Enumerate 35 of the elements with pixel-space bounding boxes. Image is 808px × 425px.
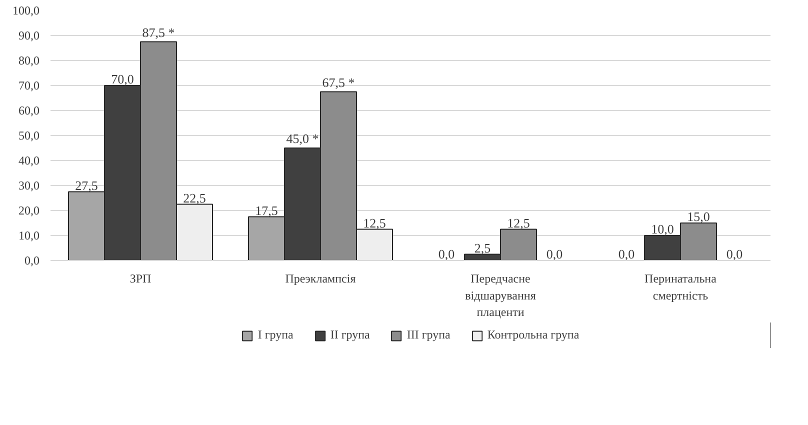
data-label: 2,5 — [474, 240, 491, 256]
y-tick-label: 100,0 — [12, 4, 40, 18]
data-label: 17,5 — [255, 202, 278, 218]
data-label: 45,0 * — [286, 131, 319, 146]
y-tick-label: 80,0 — [18, 54, 40, 68]
data-label: 15,0 — [687, 209, 710, 224]
data-label: 27,5 — [75, 178, 98, 193]
data-label: 22,5 — [183, 190, 206, 206]
y-tick-label: 60,0 — [18, 104, 40, 118]
data-label: 70,0 — [111, 72, 134, 86]
y-tick-label: 50,0 — [18, 128, 40, 142]
data-label: 10,0 — [651, 222, 674, 236]
legend-label: III група — [406, 328, 450, 342]
data-label: 67,5 * — [322, 74, 355, 90]
x-tick-label: Перинатальна смертність — [644, 272, 718, 302]
data-label: 0,0 — [438, 246, 455, 262]
legend-label: I група — [258, 328, 294, 342]
y-tick-label: 20,0 — [18, 204, 40, 218]
y-tick-label: 0,0 — [24, 254, 40, 268]
y-tick-label: 40,0 — [18, 154, 40, 168]
legend-label: II група — [330, 328, 370, 342]
y-tick-label: 70,0 — [18, 78, 40, 92]
data-label: 87,5 * — [142, 24, 175, 40]
y-tick-label: 30,0 — [18, 178, 40, 192]
legend-label: Контрольна група — [487, 328, 580, 342]
data-label: 12,5 — [363, 215, 386, 230]
data-label: 0,0 — [546, 246, 563, 262]
x-tick-label: ЗРП — [130, 272, 152, 286]
data-label: 12,5 — [507, 215, 530, 230]
data-label: 0,0 — [618, 246, 635, 262]
x-tick-label: Передчасне відшарування плаценти — [465, 272, 536, 320]
data-label: 0,0 — [726, 246, 743, 262]
y-tick-label: 10,0 — [18, 228, 40, 242]
y-tick-label: 90,0 — [18, 28, 40, 42]
x-tick-label: Преэклампсія — [285, 272, 356, 286]
